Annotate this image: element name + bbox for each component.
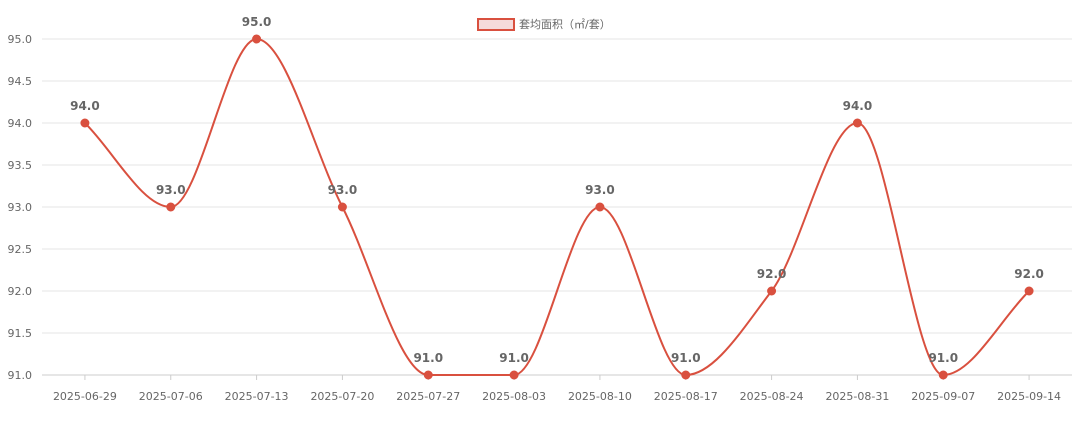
y-axis: 91.0 91.5 92.0 92.5 93.0 93.5 94.0 94.5 95.0 <box>8 33 33 382</box>
x-tick-label: 2025-07-13 <box>225 390 289 403</box>
data-label: 93.0 <box>156 183 186 197</box>
y-tick-label: 91.0 <box>8 369 33 382</box>
data-label: 91.0 <box>671 351 701 365</box>
grid-lines <box>42 38 1072 376</box>
data-label: 91.0 <box>928 351 958 365</box>
y-tick-label: 95.0 <box>8 33 33 46</box>
data-point[interactable] <box>681 370 691 380</box>
data-point[interactable] <box>767 286 777 296</box>
data-label: 93.0 <box>328 183 358 197</box>
y-tick-label: 91.5 <box>8 327 33 340</box>
data-label: 92.0 <box>1014 267 1044 281</box>
legend[interactable]: 套均面积（㎡/套） <box>477 18 611 31</box>
x-tick-label: 2025-08-24 <box>740 390 804 403</box>
y-tick-label: 94.0 <box>8 117 33 130</box>
x-tick-label: 2025-09-07 <box>911 390 975 403</box>
data-label: 91.0 <box>413 351 443 365</box>
data-point[interactable] <box>80 118 90 128</box>
x-tick-label: 2025-08-10 <box>568 390 632 403</box>
y-tick-label: 93.0 <box>8 201 33 214</box>
x-tick-label: 2025-08-17 <box>654 390 718 403</box>
data-point[interactable] <box>509 370 519 380</box>
data-label: 95.0 <box>242 15 272 29</box>
legend-swatch[interactable] <box>477 18 515 31</box>
data-label: 94.0 <box>843 99 873 113</box>
x-tick-label: 2025-08-31 <box>825 390 889 403</box>
y-tick-label: 92.0 <box>8 285 33 298</box>
data-point[interactable] <box>595 202 605 212</box>
data-point[interactable] <box>938 370 948 380</box>
data-label: 92.0 <box>757 267 787 281</box>
data-point[interactable] <box>1024 286 1034 296</box>
x-tick-label: 2025-09-14 <box>997 390 1061 403</box>
y-tick-label: 94.5 <box>8 75 33 88</box>
data-point[interactable] <box>423 370 433 380</box>
data-label: 93.0 <box>585 183 615 197</box>
data-labels: 94.0 93.0 95.0 93.0 91.0 91.0 93.0 91.0 92.0 94.0… <box>70 15 1044 365</box>
data-point[interactable] <box>852 118 862 128</box>
x-tick-label: 2025-07-06 <box>139 390 203 403</box>
y-tick-label: 92.5 <box>8 243 33 256</box>
data-point[interactable] <box>337 202 347 212</box>
x-tick-label: 2025-07-20 <box>310 390 374 403</box>
data-label: 91.0 <box>499 351 529 365</box>
x-tick-label: 2025-08-03 <box>482 390 546 403</box>
series-套均面积 <box>80 34 1034 380</box>
data-point[interactable] <box>252 34 262 44</box>
y-tick-label: 93.5 <box>8 159 33 172</box>
data-label: 94.0 <box>70 99 100 113</box>
x-axis: 2025-06-29 2025-07-06 2025-07-13 2025-07-20… <box>53 375 1061 403</box>
x-tick-label: 2025-06-29 <box>53 390 117 403</box>
series-line <box>84 37 1030 377</box>
legend-label[interactable]: 套均面积（㎡/套） <box>519 18 611 31</box>
x-tick-label: 2025-07-27 <box>396 390 460 403</box>
data-point[interactable] <box>166 202 176 212</box>
